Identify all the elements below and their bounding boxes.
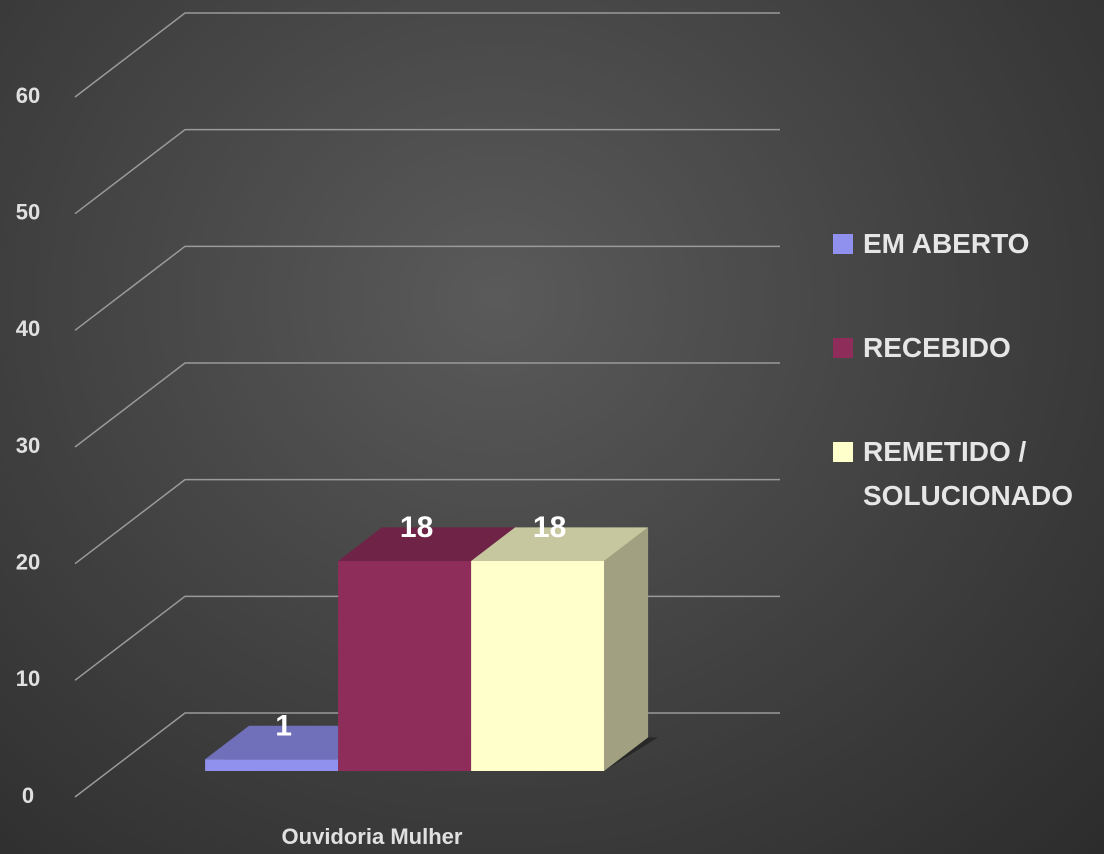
- legend-label: RECEBIDO: [863, 332, 1011, 363]
- bar-top: [205, 725, 383, 760]
- y-tick-label: 20: [16, 549, 40, 574]
- data-label: 18: [533, 511, 566, 544]
- legend-item: RECEBIDO: [833, 326, 1098, 370]
- data-label: 1: [275, 709, 292, 742]
- bar-side: [604, 527, 649, 771]
- legend-swatch: [833, 338, 853, 358]
- data-label: 18: [400, 511, 433, 544]
- bar: [471, 527, 649, 771]
- x-tick-label: Ouvidoria Mulher: [282, 824, 463, 849]
- grid-line: [74, 362, 780, 448]
- y-tick-label: 10: [16, 666, 40, 691]
- grid-line: [74, 128, 780, 215]
- legend-item: EM ABERTO: [833, 222, 1098, 266]
- bar-top: [338, 527, 516, 561]
- y-tick-label: 50: [16, 199, 40, 224]
- y-tick-label: 60: [16, 83, 40, 108]
- legend-swatch: [833, 234, 853, 254]
- grid-line: [74, 245, 780, 331]
- y-tick-label: 30: [16, 433, 40, 458]
- legend-label: EM ABERTO: [863, 228, 1030, 259]
- legend-item: REMETIDO / SOLUCIONADO: [833, 430, 1098, 518]
- y-tick-label: 0: [22, 783, 34, 808]
- legend-label: REMETIDO / SOLUCIONADO: [863, 436, 1073, 511]
- legend: EM ABERTO RECEBIDO REMETIDO / SOLUCIONADO: [833, 222, 1098, 578]
- y-tick-label: 40: [16, 316, 40, 341]
- grid-line: [74, 478, 780, 565]
- bar-front: [471, 560, 605, 771]
- bar-front: [338, 560, 472, 771]
- bar-front: [205, 759, 339, 771]
- bar-top: [471, 527, 649, 561]
- grid-line: [74, 12, 780, 98]
- legend-swatch: [833, 442, 853, 462]
